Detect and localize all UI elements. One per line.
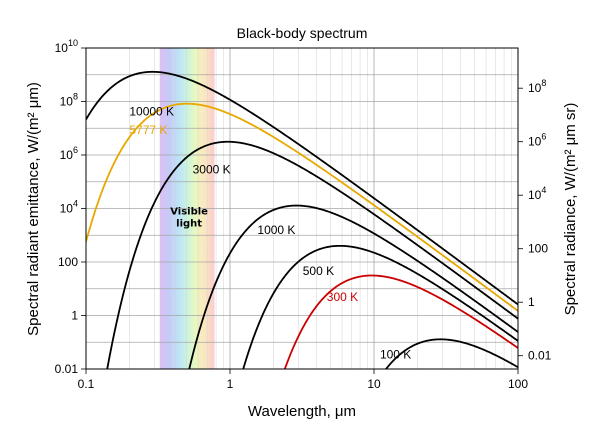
x-tick-label: 0.1 — [78, 377, 95, 391]
series-label-3000k: 3000 K — [193, 163, 231, 177]
series-line-500k — [242, 244, 518, 369]
y-right-tick-label: 0.01 — [528, 349, 552, 363]
y-left-tick-label: 104 — [60, 199, 78, 216]
series-label-10000k: 10000 K — [129, 104, 174, 118]
y-left-tick-label: 1 — [71, 309, 78, 323]
y-left-tick-label: 108 — [60, 92, 78, 109]
y-left-tick-label: 106 — [60, 145, 78, 162]
y-axis-right-title: Spectral radiance, W/(m² μm sr) — [562, 103, 579, 316]
series-label-5777k: 5777 K — [129, 123, 167, 137]
x-tick-label: 1 — [227, 377, 234, 391]
curve-layer — [86, 70, 518, 369]
visible-light-label-line2: light — [176, 219, 202, 230]
series-line-10000k — [86, 70, 518, 306]
y-left-tick-label: 0.01 — [55, 362, 79, 376]
grid-layer — [85, 47, 519, 370]
series-label-100k: 100 K — [380, 347, 411, 361]
x-tick-label: 100 — [508, 377, 528, 391]
chart-title: Black-body spectrum — [237, 25, 368, 41]
x-tick-label: 10 — [367, 377, 381, 391]
series-line-100k — [384, 338, 518, 369]
y-right-tick-label: 108 — [528, 78, 546, 95]
frame-layer — [81, 47, 523, 374]
series-label-500k: 500 K — [303, 264, 334, 278]
y-left-tick-label: 1010 — [55, 38, 78, 55]
y-axis-left-title: Spectral radiant emittance, W/(m² μm) — [25, 82, 42, 336]
y-right-tick-label: 100 — [528, 242, 548, 256]
series-label-1000k: 1000 K — [257, 223, 295, 237]
series-line-1000k — [188, 204, 518, 369]
y-left-tick-label: 100 — [58, 255, 78, 269]
y-right-tick-label: 1 — [528, 295, 535, 309]
series-line-5777k — [86, 102, 518, 312]
y-right-tick-label: 106 — [528, 132, 546, 149]
series-line-300k — [283, 274, 518, 369]
visible-light-label-line1: Visible — [170, 207, 208, 218]
series-line-3000k — [106, 140, 518, 369]
y-right-tick-label: 104 — [528, 185, 546, 202]
x-axis-title: Wavelength, μm — [248, 403, 356, 420]
series-label-300k: 300 K — [327, 290, 358, 304]
